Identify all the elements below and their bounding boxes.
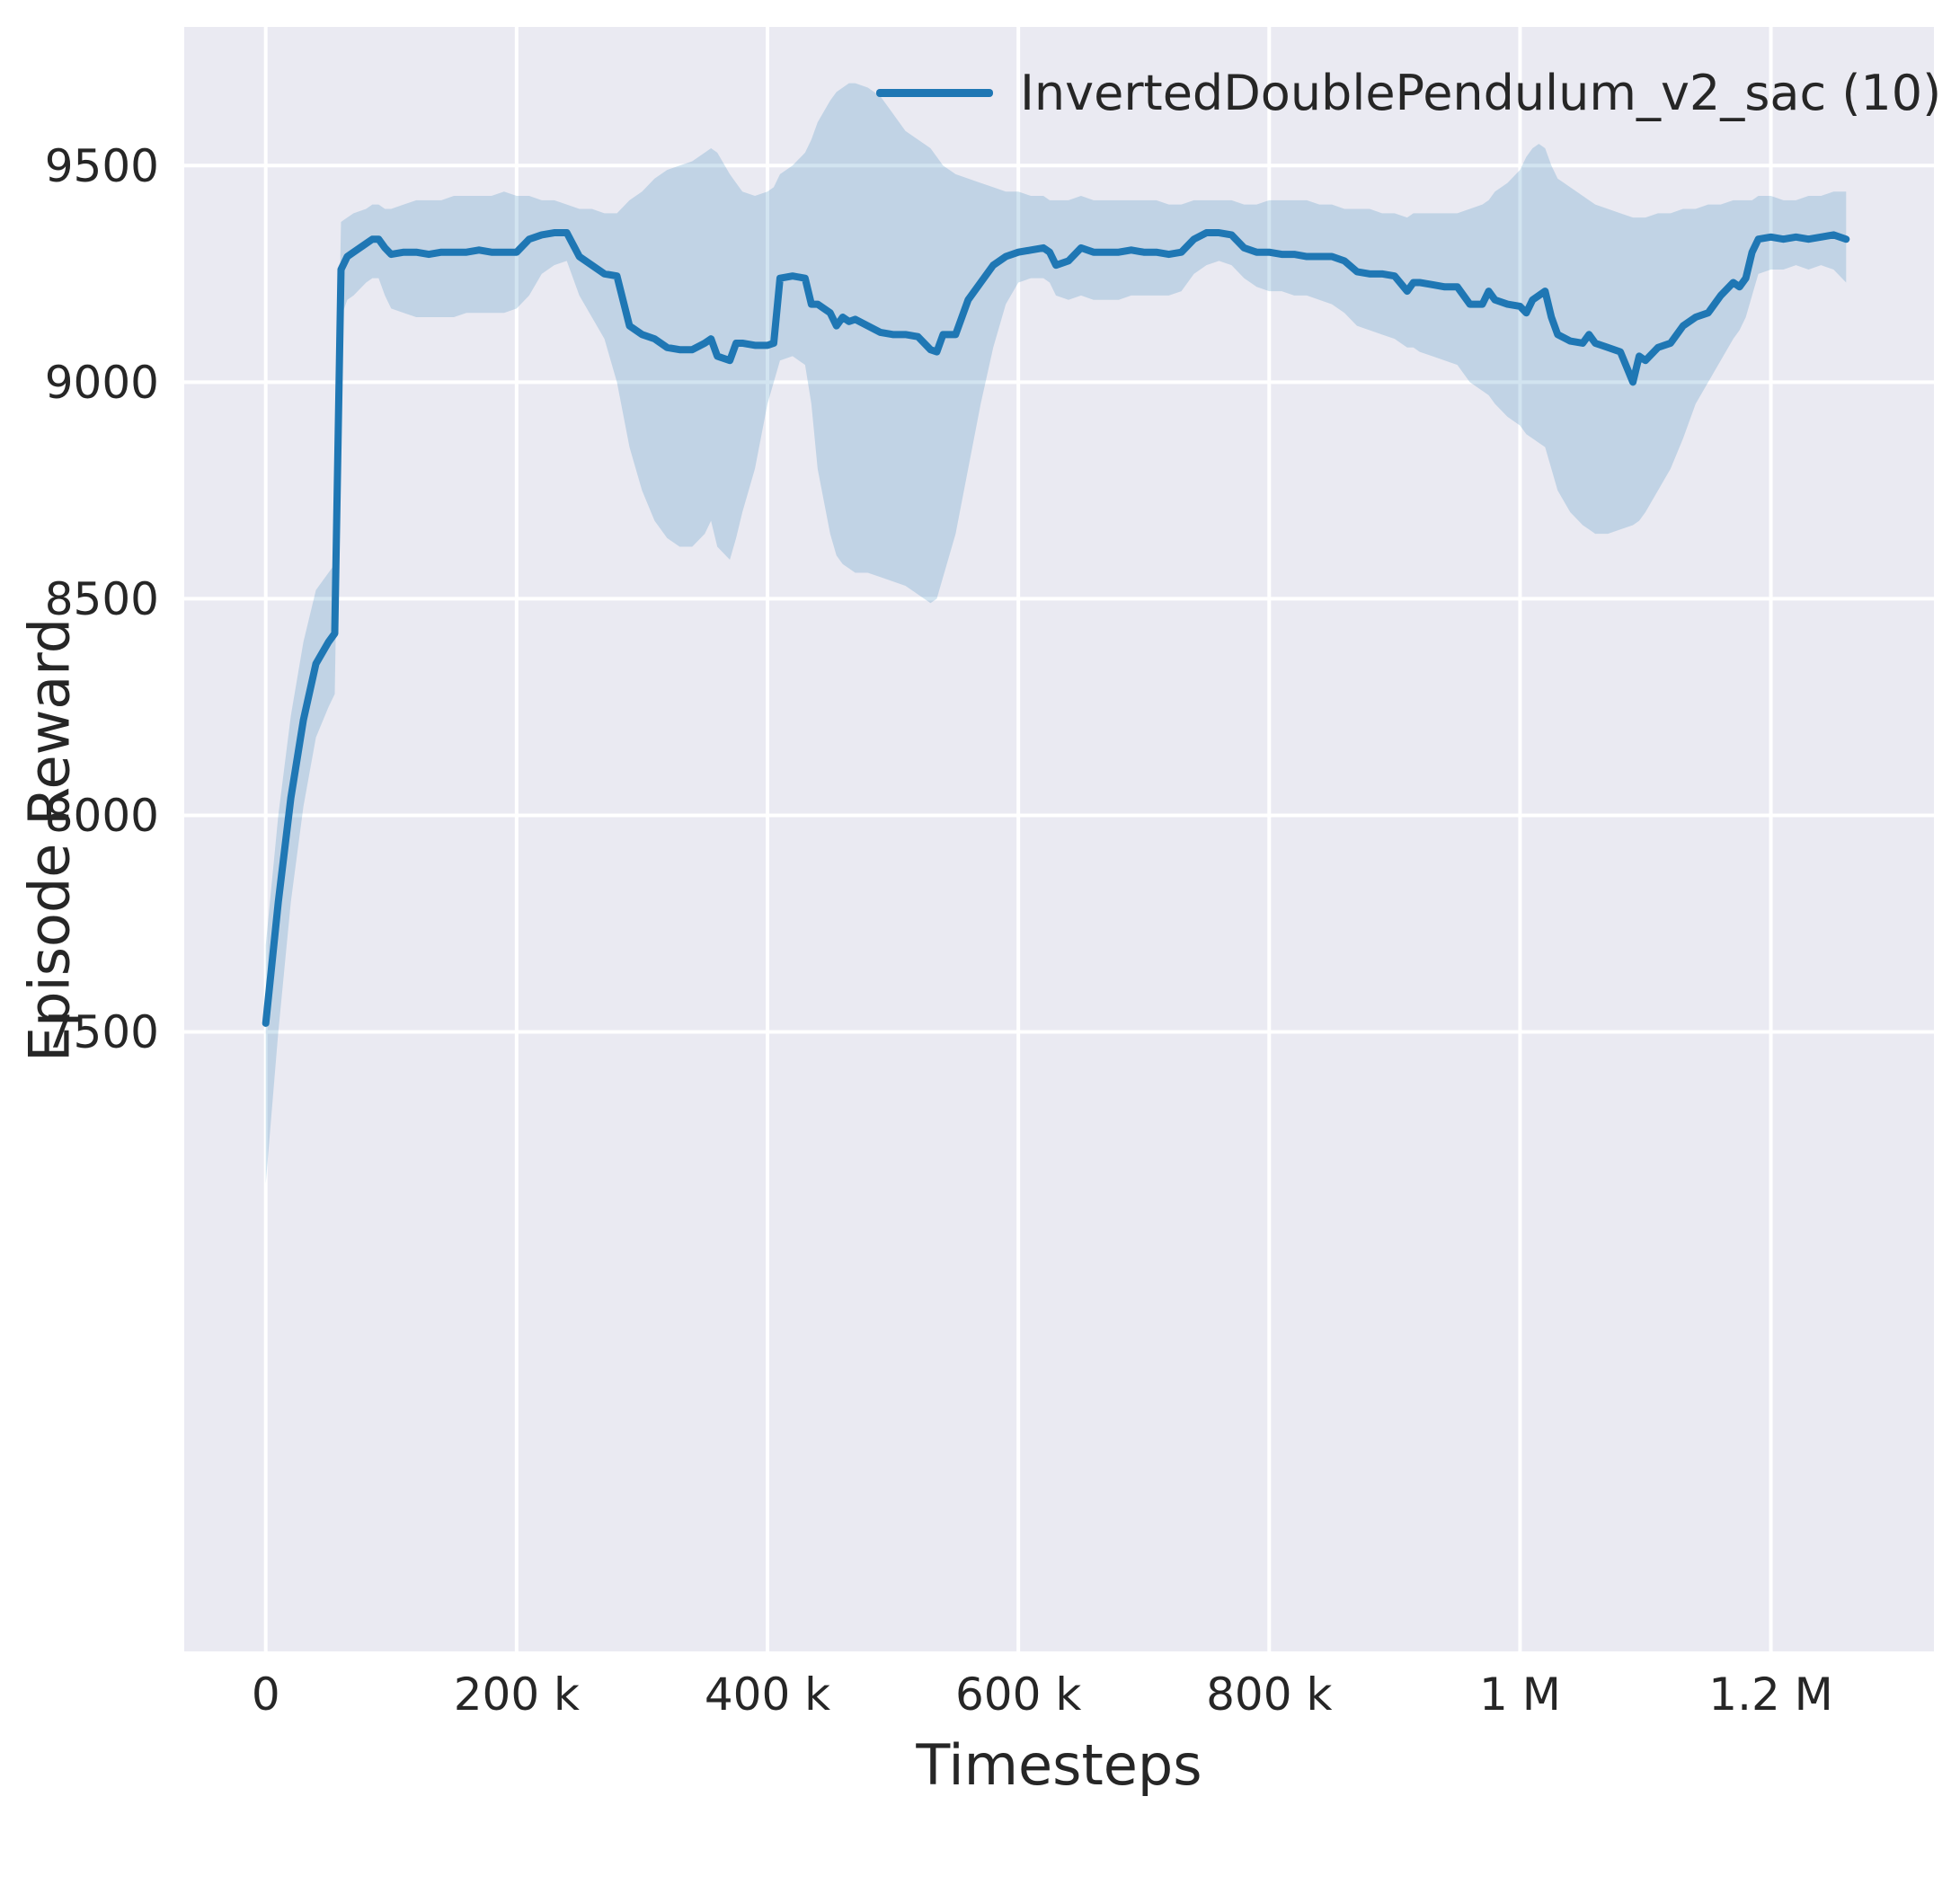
y-tick-label: 9500 — [45, 140, 159, 192]
x-tick-label: 800 k — [1206, 1668, 1332, 1721]
x-tick-label: 1 M — [1479, 1668, 1561, 1721]
x-tick-label: 1.2 M — [1708, 1668, 1833, 1721]
y-tick-label: 8500 — [45, 573, 159, 625]
y-tick-label: 7500 — [45, 1006, 159, 1058]
confidence-band — [265, 83, 1847, 1184]
x-tick-label: 0 — [252, 1668, 280, 1721]
y-tick-label: 8000 — [45, 790, 159, 842]
legend-line-sample — [876, 89, 993, 97]
legend: InvertedDoublePendulum_v2_sac (10) — [876, 65, 1941, 121]
x-tick-label: 400 k — [705, 1668, 830, 1721]
series-line — [262, 229, 1850, 1027]
x-tick-label: 200 k — [454, 1668, 580, 1721]
y-tick-label: 9000 — [45, 357, 159, 409]
y-axis-label: Episode Reward — [16, 617, 83, 1063]
plot-area — [184, 27, 1934, 1651]
legend-label: InvertedDoublePendulum_v2_sac (10) — [1020, 65, 1942, 121]
x-tick-label: 600 k — [955, 1668, 1081, 1721]
x-axis-label: Timesteps — [916, 1732, 1202, 1798]
